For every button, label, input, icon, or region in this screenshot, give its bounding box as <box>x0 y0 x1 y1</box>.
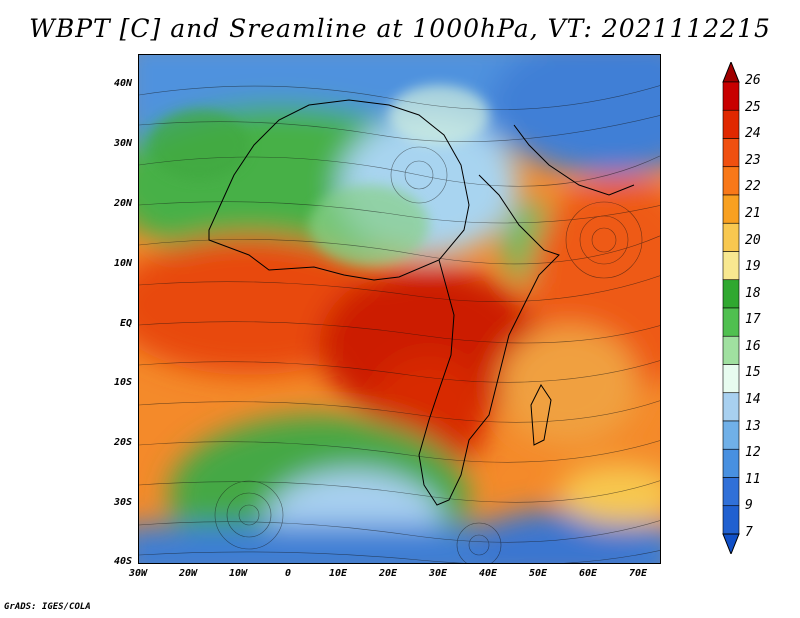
colorbar-segment <box>722 109 740 139</box>
colorbar-segment <box>722 279 740 309</box>
colorbar-label: 19 <box>745 259 761 275</box>
lon-label: 60E <box>578 568 598 579</box>
credit-text: GrADS: IGES/COLA <box>4 602 91 612</box>
lat-label: 40S <box>113 556 132 567</box>
colorbar-segment <box>722 505 740 535</box>
colorbar-label: 21 <box>745 205 761 221</box>
colorbar-label: 14 <box>745 392 761 408</box>
colorbar-segment <box>722 138 740 168</box>
colorbar-label: 15 <box>745 365 761 381</box>
lon-label: 10E <box>328 568 348 579</box>
colorbar-label: 22 <box>745 179 761 195</box>
colorbar-segment <box>722 364 740 394</box>
colorbar-label: 9 <box>745 498 753 514</box>
colorbar-label: 11 <box>745 471 761 487</box>
lat-label: EQ <box>119 318 132 329</box>
lon-label: 30W <box>128 568 148 579</box>
colorbar-segment <box>722 392 740 422</box>
lon-label: 50E <box>528 568 548 579</box>
colorbar-segment <box>722 307 740 337</box>
colorbar-segment <box>722 166 740 196</box>
colorbar-label: 18 <box>745 285 761 301</box>
colorbar-segment <box>722 448 740 478</box>
streamlines <box>139 85 660 563</box>
colorbar-top-triangle <box>722 60 740 83</box>
lat-label: 10N <box>113 258 132 269</box>
colorbar-label: 23 <box>745 152 761 168</box>
colorbar-label: 12 <box>745 445 761 461</box>
lon-label: 30E <box>428 568 448 579</box>
colorbar-segment <box>722 477 740 507</box>
lon-label: 20W <box>178 568 198 579</box>
lon-label: 40E <box>478 568 498 579</box>
colorbar-label: 7 <box>745 525 753 540</box>
colorbar-segment <box>722 251 740 281</box>
colorbar-label: 16 <box>745 338 761 354</box>
lat-label: 20S <box>113 437 132 448</box>
coastlines <box>208 99 635 506</box>
lon-label: 0 <box>284 568 292 579</box>
lat-label: 20N <box>113 198 132 209</box>
colorbar-label: 17 <box>745 312 761 328</box>
lon-label: 10W <box>228 568 248 579</box>
colorbar-segment <box>722 420 740 450</box>
colorbar-segment <box>722 335 740 365</box>
colorbar-label: 20 <box>745 232 761 248</box>
colorbar <box>722 60 740 558</box>
colorbar-label: 25 <box>745 99 761 115</box>
colorbar-segment <box>722 222 740 252</box>
colorbar-label: 24 <box>745 126 761 142</box>
colorbar-segment <box>722 194 740 224</box>
map-plot-area <box>138 54 661 564</box>
lon-label: 20E <box>378 568 398 579</box>
lat-label: 10S <box>113 377 132 388</box>
map-title: WBPT [C] and Sreamline at 1000hPa, VT: 2… <box>29 14 771 43</box>
lat-label: 40N <box>113 78 132 89</box>
colorbar-label: 13 <box>745 418 761 434</box>
colorbar-segment <box>722 81 740 111</box>
lat-label: 30N <box>113 138 132 149</box>
lon-label: 70E <box>628 568 648 579</box>
lat-label: 30S <box>113 497 132 508</box>
colorbar-bottom-triangle <box>722 533 740 556</box>
colorbar-label: 26 <box>745 73 761 88</box>
